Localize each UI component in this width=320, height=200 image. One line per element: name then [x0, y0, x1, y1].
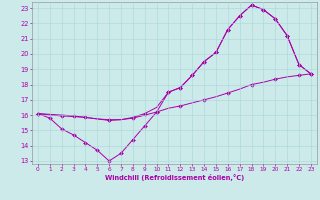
- X-axis label: Windchill (Refroidissement éolien,°C): Windchill (Refroidissement éolien,°C): [105, 174, 244, 181]
